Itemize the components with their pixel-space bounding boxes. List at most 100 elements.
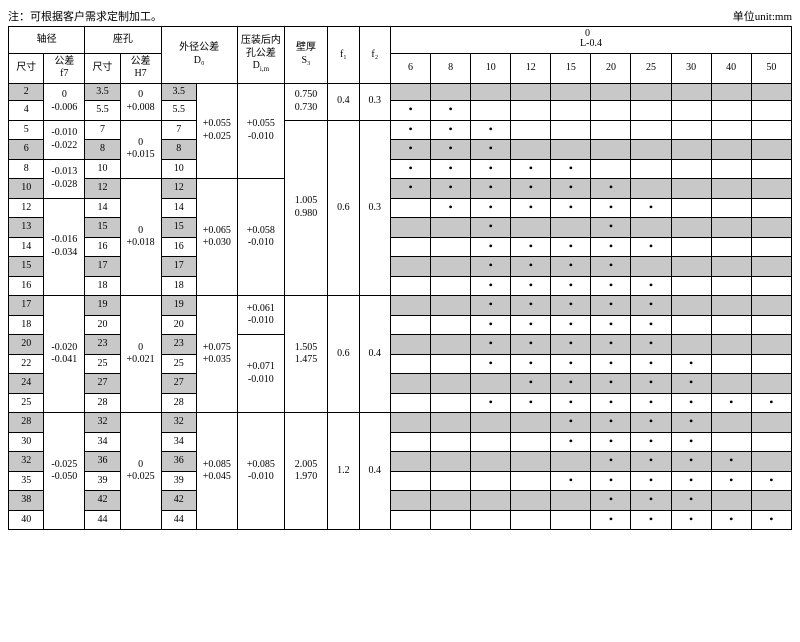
dot-cell: • <box>511 374 551 394</box>
hdr-od-tol: 外径公差D₀ <box>161 27 237 84</box>
dot-cell: • <box>671 393 711 413</box>
dot-cell: • <box>551 296 591 316</box>
dot-cell <box>391 354 431 374</box>
dot-cell <box>431 510 471 530</box>
d0-dim: 8 <box>161 140 196 160</box>
shaft-dim: 35 <box>9 471 44 491</box>
s3-val: 0.7500.730 <box>284 83 327 120</box>
hdr-f2: f₂ <box>359 27 390 84</box>
dot-cell <box>711 413 751 433</box>
dot-cell: • <box>671 471 711 491</box>
dot-cell <box>751 452 791 472</box>
dot-cell <box>671 83 711 101</box>
dot-cell <box>431 354 471 374</box>
hdr-L-25: 25 <box>631 53 671 83</box>
dot-cell <box>631 218 671 238</box>
dot-cell <box>631 83 671 101</box>
d0-dim: 23 <box>161 335 196 355</box>
d0-dim: 39 <box>161 471 196 491</box>
dim-tol: +0.071-0.010 <box>237 335 284 413</box>
dot-cell: • <box>671 413 711 433</box>
dot-cell: • <box>511 296 551 316</box>
hdr-L-6: 6 <box>391 53 431 83</box>
dot-cell: • <box>591 413 631 433</box>
dot-cell <box>711 276 751 296</box>
dot-cell: • <box>671 452 711 472</box>
hdr-L-40: 40 <box>711 53 751 83</box>
dot-cell <box>711 237 751 257</box>
dot-cell <box>711 335 751 355</box>
dot-cell <box>671 198 711 218</box>
dot-cell <box>551 83 591 101</box>
shaft-dim: 10 <box>9 179 44 199</box>
dot-cell: • <box>631 393 671 413</box>
hdr-dim1: 尺寸 <box>9 53 44 83</box>
shaft-dim: 15 <box>9 257 44 277</box>
dot-cell: • <box>391 140 431 160</box>
dot-cell: • <box>631 315 671 335</box>
dot-cell: • <box>511 237 551 257</box>
d0-dim: 27 <box>161 374 196 394</box>
bore-tol: 0+0.025 <box>120 413 161 530</box>
dot-cell: • <box>591 374 631 394</box>
dot-cell <box>391 452 431 472</box>
dot-cell: • <box>511 354 551 374</box>
dot-cell: • <box>391 120 431 140</box>
dot-cell <box>551 101 591 121</box>
shaft-dim: 4 <box>9 101 44 121</box>
dot-cell: • <box>711 393 751 413</box>
shaft-dim: 16 <box>9 276 44 296</box>
bore-dim: 28 <box>85 393 120 413</box>
hdr-f7: 公差f7 <box>44 53 85 83</box>
spec-table: 轴径座孔外径公差D₀压装后内孔公差Di,m壁厚S₃f₁f₂ 0L-0.4尺寸公差… <box>8 26 792 530</box>
dot-cell: • <box>591 471 631 491</box>
hdr-seat-hole: 座孔 <box>85 27 161 54</box>
bore-dim: 32 <box>85 413 120 433</box>
dot-cell <box>671 237 711 257</box>
dot-cell: • <box>631 471 671 491</box>
hdr-h7: 公差H7 <box>120 53 161 83</box>
dot-cell <box>631 179 671 199</box>
dot-cell <box>391 491 431 511</box>
dot-cell <box>711 257 751 277</box>
dot-cell <box>471 374 511 394</box>
dot-cell <box>751 354 791 374</box>
dot-cell <box>511 413 551 433</box>
dot-cell: • <box>631 374 671 394</box>
d0-dim: 15 <box>161 218 196 238</box>
d0-dim: 19 <box>161 296 196 316</box>
hdr-L-8: 8 <box>431 53 471 83</box>
dot-cell <box>751 140 791 160</box>
dot-cell <box>431 374 471 394</box>
dot-cell <box>511 471 551 491</box>
hdr-f1: f₁ <box>328 27 359 84</box>
dot-cell: • <box>591 452 631 472</box>
f2-val: 0.3 <box>359 120 390 296</box>
shaft-dim: 13 <box>9 218 44 238</box>
dot-cell: • <box>431 198 471 218</box>
dot-cell <box>671 159 711 179</box>
dim-tol: +0.055-0.010 <box>237 83 284 179</box>
dot-cell <box>471 510 511 530</box>
dot-cell <box>711 218 751 238</box>
shaft-dim: 18 <box>9 315 44 335</box>
dot-cell <box>391 471 431 491</box>
dot-cell <box>431 296 471 316</box>
dot-cell <box>631 159 671 179</box>
dot-cell: • <box>471 257 511 277</box>
dot-cell <box>551 120 591 140</box>
dot-cell <box>471 452 511 472</box>
dot-cell <box>751 276 791 296</box>
shaft-tol: 0-0.006 <box>44 83 85 120</box>
bore-dim: 27 <box>85 374 120 394</box>
d0-tol: +0.075+0.035 <box>196 296 237 413</box>
dot-cell <box>671 218 711 238</box>
dot-cell <box>471 471 511 491</box>
dot-cell <box>431 237 471 257</box>
hdr-L-10: 10 <box>471 53 511 83</box>
bore-dim: 5.5 <box>85 101 120 121</box>
note-text: 注：可根据客户需求定制加工。 <box>8 8 162 24</box>
bore-dim: 44 <box>85 510 120 530</box>
shaft-dim: 40 <box>9 510 44 530</box>
f1-val: 1.2 <box>328 413 359 530</box>
